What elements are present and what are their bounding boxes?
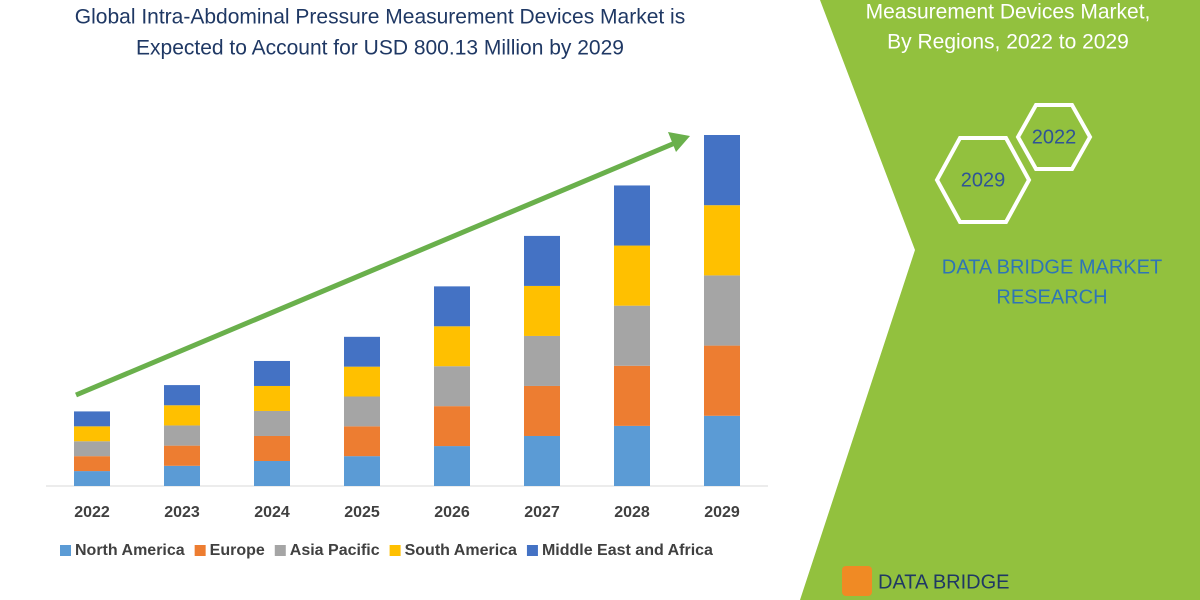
x-tick-label: 2022 (74, 504, 110, 521)
bar-segment (74, 441, 110, 457)
logo-text: DATA BRIDGE (878, 571, 1010, 593)
bar-segment (164, 445, 200, 466)
hexagon (934, 136, 1032, 224)
bar-segment (704, 415, 740, 486)
panel-heading: By Regions, 2022 to 2029 (887, 31, 1129, 54)
bar-segment (434, 326, 470, 367)
bar-segment (164, 425, 200, 446)
bar-segment (524, 235, 560, 286)
legend-label: South America (405, 542, 517, 559)
chart-title: Expected to Account for USD 800.13 Milli… (136, 37, 624, 60)
arrow-head (668, 132, 690, 152)
bar-segment (434, 366, 470, 407)
bar-segment (164, 405, 200, 426)
hexagon-label: 2029 (961, 169, 1006, 191)
bar-segment (614, 305, 650, 366)
legend-label: Middle East and Africa (542, 542, 713, 559)
bar-segment (74, 411, 110, 427)
x-tick-label: 2024 (254, 504, 290, 521)
x-tick-label: 2028 (614, 504, 650, 521)
chart-title: Global Intra-Abdominal Pressure Measurem… (75, 6, 685, 29)
bar-segment (254, 435, 290, 461)
bar-segment (74, 426, 110, 442)
bar-segment (704, 345, 740, 416)
bar-segment (524, 385, 560, 436)
brand-text: RESEARCH (996, 286, 1107, 308)
bar-segment (434, 446, 470, 486)
bar-segment (524, 335, 560, 386)
legend-swatch (194, 545, 206, 556)
x-tick-label: 2025 (344, 504, 380, 521)
bar-segment (704, 205, 740, 276)
hexagon (1015, 103, 1093, 171)
bar-segment (704, 275, 740, 346)
x-tick-label: 2027 (524, 504, 560, 521)
bar-segment (614, 185, 650, 246)
trend-arrow (75, 140, 676, 398)
bar-segment (164, 385, 200, 406)
logo-icon (842, 566, 872, 596)
panel-heading: Measurement Devices Market, (866, 1, 1151, 24)
bar-segment (524, 285, 560, 336)
bar-segment (344, 396, 380, 427)
bar-segment (434, 286, 470, 327)
bar-segment (344, 456, 380, 486)
bar-segment (254, 360, 290, 386)
bar-segment (704, 135, 740, 206)
legend-label: North America (75, 542, 185, 559)
legend-label: Europe (210, 542, 265, 559)
legend-swatch (60, 545, 71, 556)
bar-segment (74, 471, 110, 486)
hexagon-label: 2022 (1032, 126, 1077, 148)
bar-segment (344, 366, 380, 397)
legend-swatch (274, 545, 286, 556)
legend-swatch (389, 545, 401, 556)
bar-segment (434, 406, 470, 447)
bar-segment (524, 435, 560, 486)
bar-segment (614, 425, 650, 486)
bar-segment (254, 460, 290, 486)
bar-segment (614, 245, 650, 306)
x-tick-label: 2029 (704, 504, 740, 521)
x-tick-label: 2023 (164, 504, 200, 521)
brand-text: DATA BRIDGE MARKET (942, 256, 1162, 278)
bar-segment (74, 456, 110, 472)
side-panel (800, 0, 1200, 600)
legend-swatch (526, 545, 538, 556)
x-tick-label: 2026 (434, 504, 470, 521)
bar-segment (614, 365, 650, 426)
bar-segment (254, 385, 290, 411)
legend-label: Asia Pacific (290, 542, 380, 559)
bar-segment (164, 465, 200, 486)
bar-segment (344, 336, 380, 367)
bar-segment (344, 426, 380, 457)
bar-segment (254, 410, 290, 436)
